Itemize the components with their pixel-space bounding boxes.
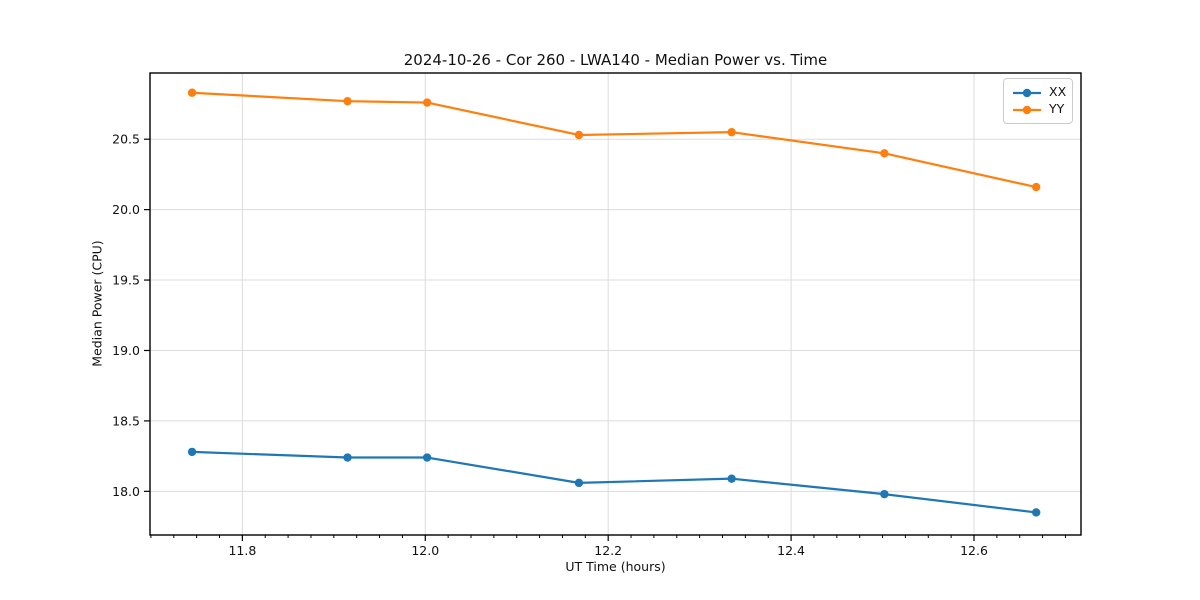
x-tick-label: 12.6 [960,543,988,558]
x-tick-label: 12.0 [411,543,439,558]
y-tick-label: 20.5 [112,132,140,147]
data-point-xx [343,453,352,462]
x-tick-label: 12.4 [777,543,805,558]
legend-label: YY [1049,101,1065,117]
y-tick-label: 19.5 [112,273,140,288]
data-point-xx [1031,508,1041,517]
data-point-yy [187,88,197,97]
data-point-xx [574,478,584,488]
legend-item-xx: XX [1012,84,1067,101]
data-point-xx [727,474,736,483]
data-point-yy [880,149,889,158]
data-point-xx [422,453,432,462]
plot-border [149,72,1082,536]
y-tick-label: 18.0 [112,484,140,499]
legend-item-yy: YY [1012,101,1065,118]
data-point-xx [880,489,889,499]
series-line-xx [192,450,1037,514]
data-point-yy [727,127,736,137]
legend-marker-icon [1013,88,1041,97]
data-point-yy [343,96,352,106]
x-axis-label: UT Time (hours) [565,559,666,574]
legend-label: XX [1049,84,1067,100]
y-tick-label: 18.5 [112,413,140,428]
data-point-yy [422,98,432,107]
x-tick-label: 11.8 [228,543,256,558]
chart-title: 2024-10-26 - Cor 260 - LWA140 - Median P… [403,51,828,69]
x-tick-label: 12.2 [594,543,622,558]
y-tick-label: 20.0 [112,202,140,217]
y-axis-label: Median Power (CPU) [89,240,105,367]
data-point-yy [1031,182,1041,192]
legend-marker-icon [1013,105,1041,114]
series-line-yy [192,91,1037,189]
y-tick-label: 19.0 [112,343,140,358]
data-point-xx [187,447,197,457]
legend: XX YY [1003,78,1073,124]
data-point-yy [574,130,584,140]
